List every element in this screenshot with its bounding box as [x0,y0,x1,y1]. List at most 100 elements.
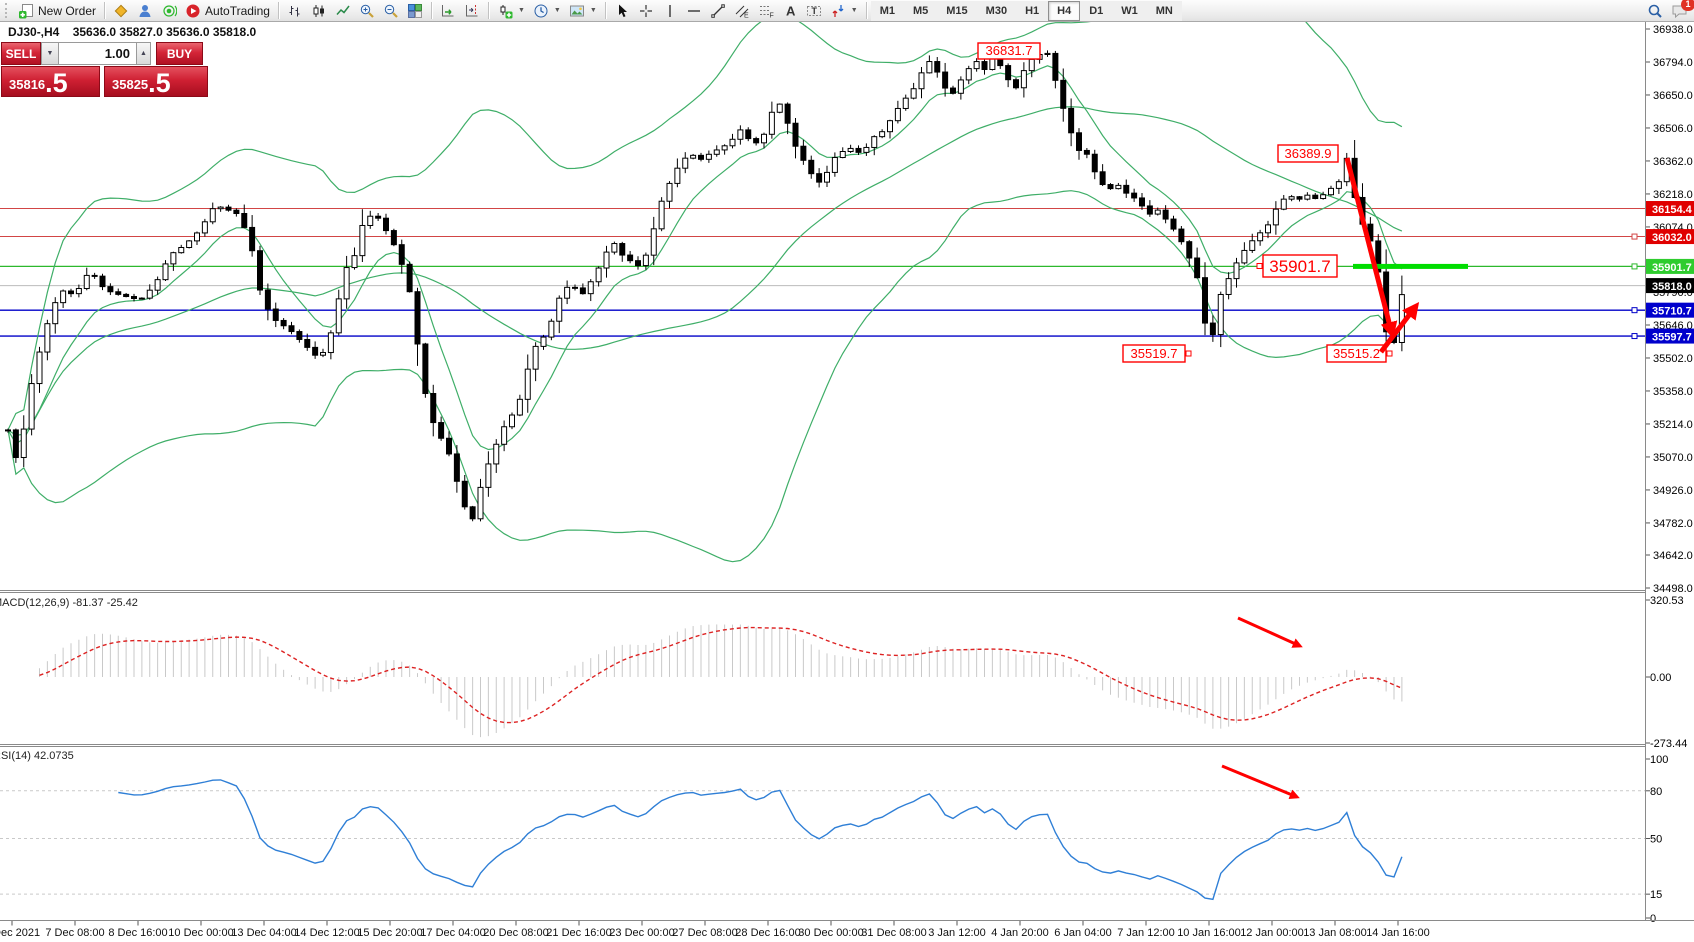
price-annotation[interactable]: 35515.2 [1326,344,1393,363]
zoom-in-button[interactable] [355,1,379,21]
rsi-pane[interactable] [0,779,1645,901]
new-order-button[interactable]: New Order [14,1,100,21]
svg-text:A: A [786,3,796,18]
timeframe-h4-button[interactable]: H4 [1048,0,1081,21]
price-badge-label: 36154.4 [1652,204,1693,216]
auto-scroll-icon [440,3,456,19]
svg-text:35515.2: 35515.2 [1333,346,1380,361]
price-annotation[interactable]: 35901.7 [1256,254,1338,278]
price-tick-label: 36794.0 [1653,57,1693,69]
channel-icon: E [734,3,750,19]
chat-unread-badge: 1 [1681,0,1694,11]
main-price-pane[interactable]: 36831.7 36389.9 35901.7 35519.7 35515.2 [0,22,1645,563]
price-badge-label: 35901.7 [1652,262,1692,274]
fibonacci-button[interactable]: F [754,1,778,21]
periods-button[interactable]: ▼ [529,1,565,21]
metaeditor-button[interactable] [109,1,133,21]
autotrading-button[interactable]: AutoTrading [181,1,274,21]
buy-button[interactable]: BUY [156,42,203,65]
pane-frame [0,22,1694,921]
tile-windows-button[interactable] [403,1,427,21]
macd-pane[interactable] [39,624,1403,738]
red-arrow[interactable] [1237,616,1303,648]
crosshair-button[interactable] [634,1,658,21]
candlestick-button[interactable] [307,1,331,21]
hline-handle[interactable] [1631,263,1638,270]
terminal-button[interactable] [133,1,157,21]
time-axis-label: 23 Dec 00:00 [609,927,674,939]
time-axis-label: 15 Dec 20:00 [357,927,422,939]
volume-increase-button[interactable]: ▲ [136,42,151,65]
volume-input[interactable] [59,42,136,65]
rsi-axis-label: 15 [1650,889,1662,901]
bollinger-middle-band [7,106,1403,445]
chart-workspace[interactable]: 36831.7 36389.9 35901.7 35519.7 35515.2 36938… [0,22,1694,942]
timeframe-w1-button[interactable]: W1 [1112,0,1147,21]
hline-handle[interactable] [1631,333,1638,340]
price-annotation[interactable]: 36831.7 [977,42,1041,60]
vertical-line-button[interactable] [658,1,682,21]
volume-decrease-button[interactable]: ▼ [41,42,59,65]
macd-axis-label: 320.53 [1650,595,1684,607]
time-axis-label: 10 Jan 16:00 [1177,927,1241,939]
time-axis-label: 3 Jan 12:00 [928,927,986,939]
trendline-button[interactable] [706,1,730,21]
time-axis-label: 13 Dec 04:00 [231,927,296,939]
new-chart-icon [497,3,513,19]
macd-label: MACD(12,26,9) -81.37 -25.42 [0,597,138,609]
price-annotation[interactable]: 36389.9 [1277,144,1339,163]
new-order-button-label: New Order [38,3,97,18]
time-axis-label: 6 Dec 2021 [0,927,40,939]
analysis-arrows[interactable] [1221,157,1420,799]
time-axis-label: 12 Jan 00:00 [1240,927,1304,939]
price-tick-label: 36506.0 [1653,123,1693,135]
timeframe-m15-button[interactable]: M15 [937,0,977,21]
search-button[interactable] [1643,1,1667,21]
timeframe-h1-button[interactable]: H1 [1016,0,1049,21]
timeframe-m1-button[interactable]: M1 [870,0,904,21]
timeframe-d1-button[interactable]: D1 [1080,0,1113,21]
macd-axis-label: -273.44 [1650,738,1687,750]
timeframe-m5-button[interactable]: M5 [903,0,938,21]
hline-handle[interactable] [1631,307,1638,314]
equidistant-channel-button[interactable]: E [730,1,754,21]
hline-handle[interactable] [1631,233,1638,240]
svg-text:T: T [811,6,817,16]
time-axis-label: 8 Dec 16:00 [108,927,167,939]
buy-price[interactable]: 35825.5 [104,66,208,97]
price-badge [1646,328,1694,344]
text-label-button[interactable]: T [802,1,826,21]
price-annotation[interactable]: 35519.7 [1122,344,1192,363]
time-axis-label: 13 Jan 08:00 [1303,927,1367,939]
price-chart[interactable]: 36831.7 36389.9 35901.7 35519.7 35515.2 36938… [0,22,1694,942]
sell-button[interactable]: SELL [1,42,41,65]
line-chart-button[interactable] [331,1,355,21]
bar-chart-button[interactable] [283,1,307,21]
red-arrow[interactable] [1221,764,1300,799]
zoom-in-icon [359,3,375,19]
arrows-button[interactable]: ▼ [826,1,862,21]
thick-green-level-segment[interactable] [1353,263,1468,269]
cursor-button[interactable] [610,1,634,21]
red-arrow[interactable] [1379,301,1420,354]
search-icon [1647,3,1663,19]
price-tick-label: 34498.0 [1653,583,1693,595]
auto-scroll-button[interactable] [436,1,460,21]
horizontal-line-button[interactable] [682,1,706,21]
time-axis-label: 20 Dec 08:00 [483,927,548,939]
signals-button[interactable] [157,1,181,21]
new-chart-button[interactable]: ▼ [493,1,529,21]
time-axis-label: 7 Jan 12:00 [1117,927,1175,939]
terminal-icon [137,3,153,19]
profiles-button[interactable]: ▼ [565,1,601,21]
svg-text:F: F [769,12,773,19]
red-arrow[interactable] [1344,157,1398,339]
timeframe-mn-button[interactable]: MN [1146,0,1182,21]
chart-shift-button[interactable] [460,1,484,21]
price-axis[interactable]: 36938.0 36794.0 36650.0 36506.0 36362.0 36218… [1646,24,1694,925]
zoom-out-button[interactable] [379,1,403,21]
sell-price[interactable]: 35816.5 [1,66,100,97]
text-button[interactable]: A [778,1,802,21]
timeframe-m30-button[interactable]: M30 [976,0,1017,21]
